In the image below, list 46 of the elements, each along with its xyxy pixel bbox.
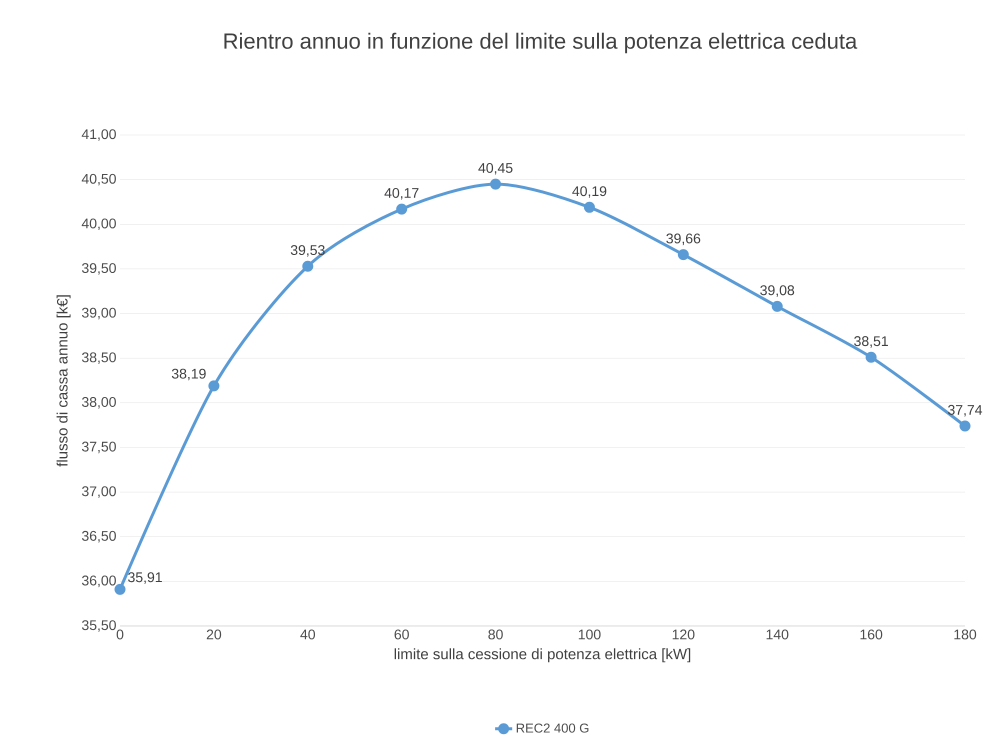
data-label: 39,53 bbox=[290, 245, 325, 257]
data-label: 39,66 bbox=[666, 234, 700, 246]
point bbox=[114, 584, 126, 595]
point bbox=[960, 420, 970, 432]
x-tick-label: 140 bbox=[766, 630, 788, 640]
y-tick-label: 36,00 bbox=[82, 576, 116, 588]
legend-label: REC2 400 G bbox=[516, 723, 588, 733]
x-tick-label: 40 bbox=[300, 630, 316, 640]
x-tick-label: 180 bbox=[954, 630, 976, 640]
point bbox=[678, 249, 689, 260]
point bbox=[866, 352, 877, 363]
y-tick-label: 40,50 bbox=[82, 174, 116, 186]
x-axis-title: limite sulla cessione di potenza elettrica [kW] bbox=[394, 648, 690, 662]
data-label: 40,45 bbox=[478, 162, 512, 175]
chart-title: Rientro annuo in funzione del limite sulla potenza elettrica ceduta bbox=[224, 32, 858, 54]
y-tick-label: 37,00 bbox=[82, 486, 116, 498]
y-tick-label: 39,50 bbox=[82, 263, 116, 275]
x-tick-label: 160 bbox=[860, 630, 882, 640]
y-tick-label: 40,00 bbox=[82, 218, 116, 230]
data-label: 38,19 bbox=[172, 368, 206, 380]
point bbox=[302, 260, 314, 272]
x-tick-label: 100 bbox=[578, 630, 601, 640]
y-tick-label: 39,00 bbox=[82, 308, 116, 320]
x-tick-label: 60 bbox=[394, 630, 409, 640]
x-tick-label: 20 bbox=[206, 630, 222, 640]
point bbox=[772, 300, 783, 312]
data-label: 38,51 bbox=[854, 336, 888, 348]
data-label: 35,91 bbox=[128, 572, 162, 584]
point bbox=[584, 202, 595, 213]
x-tick-label: 80 bbox=[488, 630, 503, 640]
data-label: 40,19 bbox=[572, 186, 606, 198]
y-axis-title: flusso di cassa annuo [k€] bbox=[56, 295, 71, 467]
y-tick-label: 36,50 bbox=[82, 530, 116, 542]
y-tick-label: 41,00 bbox=[82, 129, 116, 141]
y-tick-label: 38,50 bbox=[82, 352, 116, 364]
point bbox=[208, 380, 220, 392]
y-tick-label: 37,50 bbox=[82, 442, 116, 454]
x-tick-label: 120 bbox=[672, 630, 694, 640]
data-label: 37,74 bbox=[948, 404, 982, 416]
x-tick-label: 0 bbox=[116, 630, 124, 640]
y-tick-label: 35,50 bbox=[82, 620, 116, 632]
data-label: 39,08 bbox=[760, 285, 794, 297]
y-tick-label: 38,00 bbox=[82, 397, 116, 409]
data-label: 40,17 bbox=[384, 188, 418, 200]
point bbox=[490, 178, 502, 190]
point bbox=[396, 204, 408, 215]
